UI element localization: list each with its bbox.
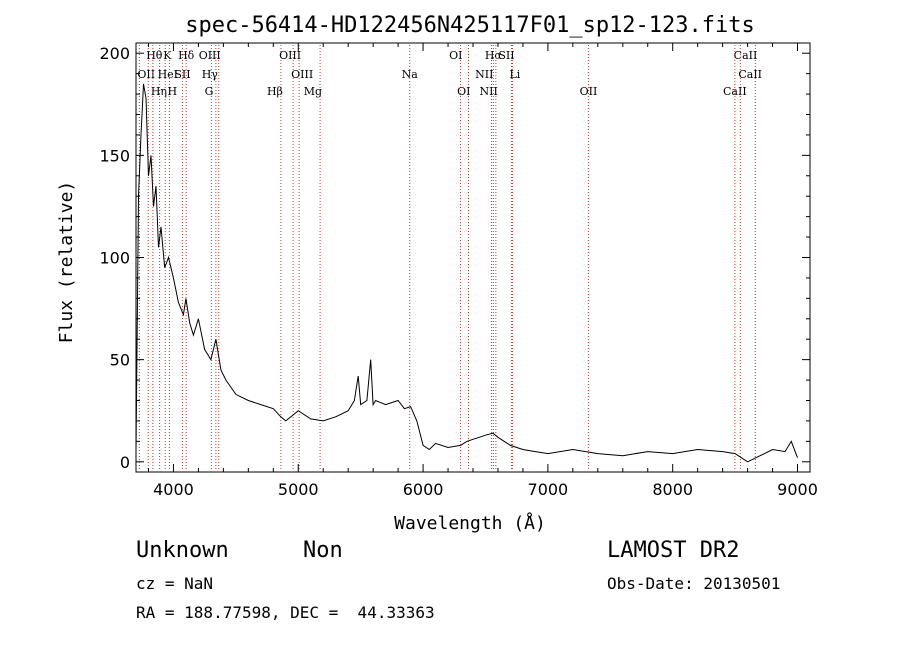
line-label-16: OI: [449, 49, 462, 62]
spectral-subclass: Non: [303, 538, 343, 563]
line-label-23: OII: [580, 85, 598, 98]
x-axis-label: Wavelength (Å): [394, 512, 546, 534]
spectral-class: Unknown: [136, 538, 229, 563]
x-tick-label-1: 5000: [278, 480, 319, 499]
spectrum-line: [135, 83, 798, 463]
x-tick-label-4: 8000: [652, 480, 693, 499]
y-axis: 0 50 100 150 200: [99, 44, 810, 472]
x-tick-label-0: 4000: [153, 480, 194, 499]
line-label-22: Li: [509, 68, 520, 81]
line-label-14: Mg: [304, 85, 322, 98]
line-label-12: OIII: [279, 49, 301, 62]
y-tick-label-4: 200: [99, 44, 130, 63]
line-label-7: Hδ: [178, 49, 195, 62]
x-axis: 4000 5000 6000 7000 8000 9000: [147, 43, 818, 499]
line-label-0: Hθ: [146, 49, 163, 62]
obs-date: Obs-Date: 20130501: [607, 574, 781, 593]
chart-title: spec-56414-HD122456N425117F01_sp12-123.f…: [185, 13, 755, 38]
survey-name: LAMOST DR2: [607, 538, 740, 563]
line-label-25: CaII: [738, 68, 762, 81]
line-label-4: H: [167, 85, 177, 98]
line-label-11: Hβ: [267, 85, 283, 98]
line-label-21: SII: [498, 49, 514, 62]
line-label-9: Hγ: [202, 68, 219, 81]
coordinates: RA = 188.77598, DEC = 44.33363: [136, 603, 435, 622]
redshift-cz: cz = NaN: [136, 574, 214, 593]
y-tick-label-2: 100: [99, 249, 130, 268]
line-label-6: SII: [174, 68, 190, 81]
line-label-13: OIII: [291, 68, 313, 81]
line-label-18: Hα: [485, 49, 503, 62]
line-label-3: K: [163, 49, 172, 62]
line-label-15: Na: [402, 68, 419, 81]
y-axis-label: Flux (relative): [56, 181, 77, 344]
line-label-17: OI: [457, 85, 470, 98]
line-label-19: NII: [475, 68, 493, 81]
line-label-5: HeI: [158, 68, 178, 81]
y-tick-label-0: 0: [120, 453, 130, 472]
line-label-2: Hη: [151, 85, 167, 98]
y-tick-label-1: 50: [110, 351, 130, 370]
line-label-24: CaII: [734, 49, 758, 62]
x-tick-label-3: 7000: [528, 480, 569, 499]
line-label-8: OIII: [199, 49, 221, 62]
x-tick-label-5: 9000: [777, 480, 818, 499]
line-label-10: G: [205, 85, 214, 98]
y-tick-label-3: 150: [99, 146, 130, 165]
line-label-20: NII: [480, 85, 498, 98]
x-tick-label-2: 6000: [403, 480, 444, 499]
line-label-1: OII: [137, 68, 155, 81]
line-label-26: CaII: [723, 85, 747, 98]
plot-frame: [135, 42, 811, 473]
